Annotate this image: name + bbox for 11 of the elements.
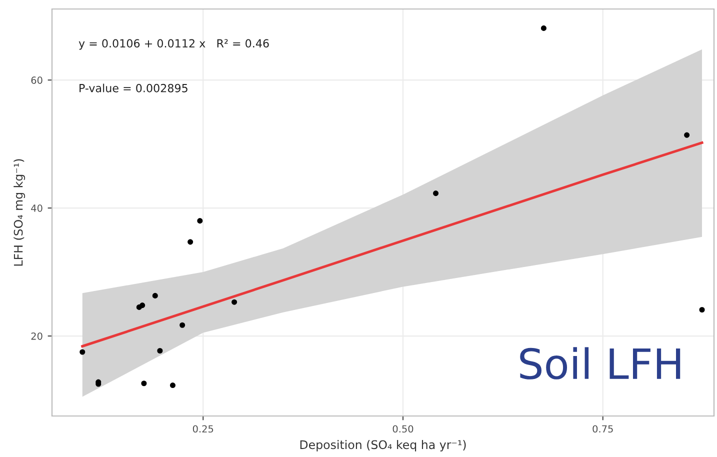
annotation: Soil LFH [520, 347, 680, 380]
x-axis-title: Deposition (SO₄ keq ha yr⁻¹) [300, 440, 466, 452]
annotation: y = 0.0106 + 0.0112 x R² = 0.46 [78, 39, 269, 50]
y-axis-title: LFH (SO₄ mg kg⁻¹) [14, 159, 26, 266]
y-tick-label: 60 [31, 76, 42, 84]
x-tick-label: 0.75 [592, 425, 613, 433]
x-tick-label: 0.50 [392, 425, 414, 433]
y-tick-label: 40 [31, 204, 42, 212]
y-tick-label: 20 [31, 332, 42, 340]
x-tick-label: 0.25 [192, 425, 214, 433]
annotation: P-value = 0.002895 [80, 84, 188, 92]
